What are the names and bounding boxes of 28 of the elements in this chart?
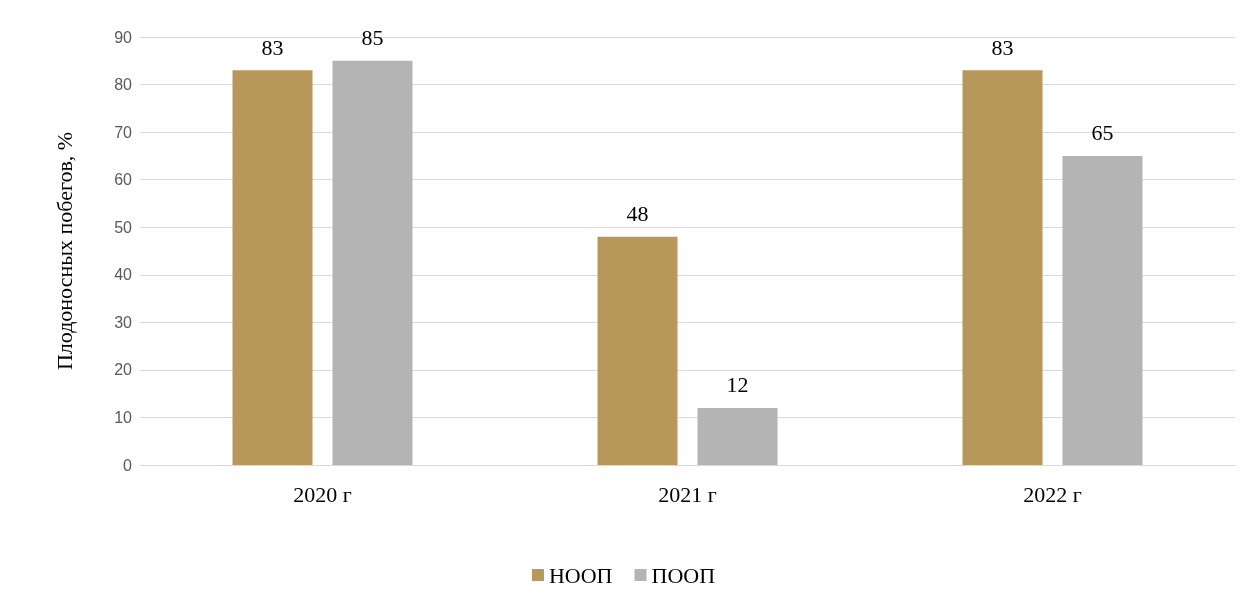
x-tick-label: 2020 г — [293, 481, 352, 507]
y-tick-label: 80 — [114, 76, 133, 94]
legend-label: ПООП — [651, 562, 716, 588]
data-label: 85 — [361, 25, 384, 51]
y-tick-label: 20 — [114, 361, 133, 379]
data-label: 83 — [991, 34, 1014, 60]
data-label: 12 — [726, 372, 749, 398]
y-tick-label: 50 — [114, 218, 133, 236]
x-tick-label: 2022 г — [1023, 481, 1082, 507]
data-label: 48 — [626, 201, 649, 227]
y-axis-title: Плодоносных побегов, % — [51, 131, 77, 371]
x-tick-label: 2021 г — [658, 481, 717, 507]
data-label: 65 — [1091, 120, 1114, 146]
y-tick-label: 10 — [114, 408, 133, 426]
y-tick-label: 40 — [114, 266, 133, 284]
bar — [332, 60, 413, 465]
bar — [962, 70, 1043, 465]
y-tick-label: 70 — [114, 123, 133, 141]
bar — [232, 70, 313, 465]
y-tick-label: 90 — [114, 28, 133, 46]
y-tick-label: 0 — [123, 456, 133, 474]
data-label: 83 — [261, 34, 284, 60]
bar — [1062, 155, 1143, 465]
bar — [697, 407, 778, 465]
y-tick-label: 60 — [114, 171, 133, 189]
legend-label: НООП — [548, 562, 613, 588]
bar — [597, 236, 678, 465]
y-tick-label: 30 — [114, 313, 133, 331]
